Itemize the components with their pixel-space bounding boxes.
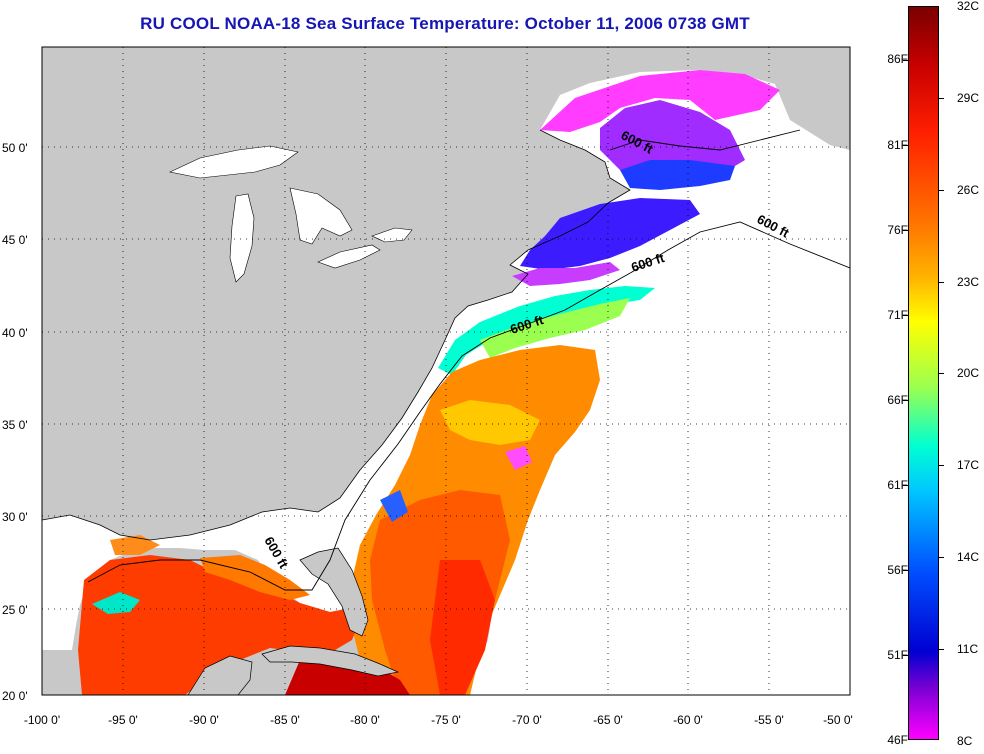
lon-tick-label: -65 0': [593, 713, 623, 727]
lon-tick-label: -90 0': [189, 713, 219, 727]
lon-tick-label: -50 0': [823, 713, 853, 727]
colorbar-f-label: 46F: [887, 733, 908, 747]
map-frame: [41, 46, 851, 696]
colorbar-c-label: 17C: [957, 458, 980, 472]
map-title: RU COOL NOAA-18 Sea Surface Temperature:…: [140, 14, 750, 33]
colorbar-f-label: 71F: [887, 308, 908, 322]
colorbar-tick: [939, 373, 944, 374]
colorbar-c-label: 32C: [957, 0, 980, 13]
colorbar-c-label: 23C: [957, 275, 980, 289]
colorbar-f-label: 86F: [887, 52, 908, 66]
lat-tick-label: 50 0': [2, 141, 28, 155]
colorbar-c-label: 20C: [957, 366, 980, 380]
colorbar-tick: [903, 400, 908, 401]
colorbar-f-label: 56F: [887, 563, 908, 577]
colorbar-tick: [903, 485, 908, 486]
colorbar-tick: [903, 655, 908, 656]
colorbar-f-label: 51F: [887, 648, 908, 662]
lon-tick-label: -70 0': [512, 713, 542, 727]
lat-tick-label: 20 0': [2, 689, 28, 703]
lon-tick-label: -80 0': [350, 713, 380, 727]
lake-erie: [317, 244, 381, 269]
lat-tick-label: 25 0': [2, 603, 28, 617]
colorbar-tick: [939, 557, 944, 558]
colorbar-tick: [903, 145, 908, 146]
lon-tick-label: -85 0': [270, 713, 300, 727]
colorbar-f-label: 81F: [887, 138, 908, 152]
lat-tick-label: 35 0': [2, 418, 28, 432]
lake-huron: [289, 187, 353, 245]
colorbar-c-label: 26C: [957, 183, 980, 197]
colorbar-tick: [903, 570, 908, 571]
lake-superior: [169, 145, 299, 179]
colorbar-f-label: 76F: [887, 223, 908, 237]
colorbar-tick: [939, 282, 944, 283]
colorbar-c-label: 11C: [957, 642, 979, 656]
colorbar-tick: [903, 315, 908, 316]
sst-map: 600 ft 600 ft 600 ft 600 ft 600 ft 20 0'…: [2, 46, 853, 727]
colorbar-f-label: 61F: [887, 478, 908, 492]
lon-tick-label: -100 0': [24, 713, 60, 727]
lat-tick-label: 45 0': [2, 233, 28, 247]
lon-tick-label: -75 0': [431, 713, 461, 727]
lon-tick-label: -60 0': [673, 713, 703, 727]
colorbar-c-label: 14C: [957, 550, 980, 564]
lon-tick-label: -55 0': [754, 713, 784, 727]
colorbar-tick: [939, 649, 944, 650]
colorbar-tick: [939, 465, 944, 466]
colorbar-tick: [939, 190, 944, 191]
colorbar-f-label: 66F: [887, 393, 908, 407]
lake-ontario: [371, 227, 413, 243]
colorbar-c-label: 29C: [957, 91, 980, 105]
colorbar-tick: [903, 230, 908, 231]
colorbar-tick: [939, 98, 944, 99]
colorbar: [908, 6, 939, 740]
lat-tick-label: 30 0': [2, 510, 28, 524]
lake-michigan: [229, 193, 255, 283]
lon-tick-label: -95 0': [108, 713, 138, 727]
lat-tick-label: 40 0': [2, 326, 28, 340]
colorbar-tick: [903, 60, 908, 61]
colorbar-c-label: 8C: [957, 734, 973, 748]
